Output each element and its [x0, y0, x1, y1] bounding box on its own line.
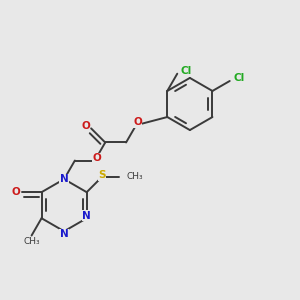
Text: O: O	[93, 153, 102, 163]
Text: CH₃: CH₃	[23, 236, 40, 245]
Text: N: N	[82, 211, 91, 221]
Text: Cl: Cl	[233, 73, 244, 83]
Text: N: N	[60, 229, 68, 239]
Text: Cl: Cl	[181, 66, 192, 76]
Text: O: O	[81, 121, 90, 131]
Text: O: O	[12, 187, 20, 197]
Text: CH₃: CH₃	[126, 172, 143, 182]
Text: O: O	[133, 117, 142, 127]
Text: S: S	[98, 170, 106, 181]
Text: N: N	[60, 174, 68, 184]
